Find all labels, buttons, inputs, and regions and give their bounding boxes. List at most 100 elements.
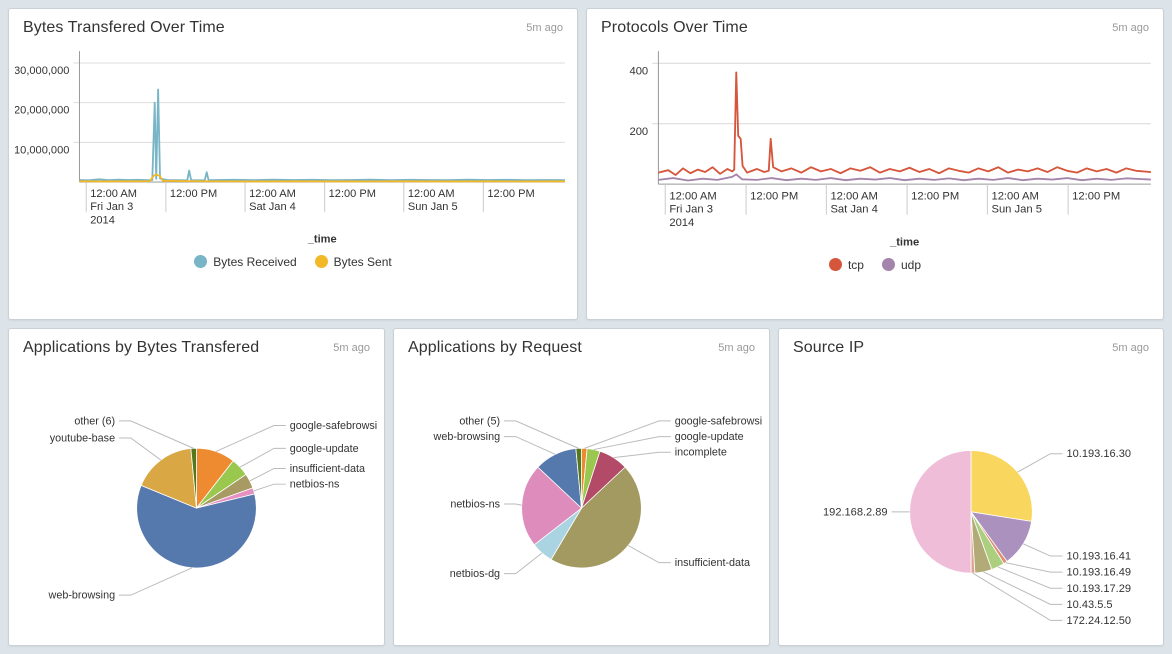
dashboard-row-top: Bytes Transfered Over Time 5m ago 10,000… <box>8 8 1164 320</box>
x-axis-title: _time <box>889 236 919 248</box>
pie-slice-label: incomplete <box>675 447 727 459</box>
pie-label-leader-line <box>972 572 1063 621</box>
x-axis-title: _time <box>307 233 337 245</box>
panel-header: Source IP 5m ago <box>779 329 1163 359</box>
panel-source-ip: Source IP 5m ago 10.193.16.30 10.193.16.4… <box>778 328 1164 646</box>
legend-swatch-icon <box>194 255 208 269</box>
pie-slice-label: 10.193.16.49 <box>1067 567 1132 579</box>
panel-header: Protocols Over Time 5m ago <box>587 9 1163 39</box>
applications-by-request-pie[interactable]: google-safebrowsing google-update incomple… <box>394 359 769 626</box>
legend-item-bytes-received[interactable]: Bytes Received <box>194 254 297 269</box>
legend-swatch-icon <box>314 255 328 269</box>
x-tick-label: 12:00 PM <box>170 188 217 200</box>
pie-chart-svg[interactable]: google-safebrowsing google-update insuffic… <box>15 359 378 626</box>
pie-slice-label: google-safebrowsing <box>290 420 378 432</box>
panel-header: Applications by Bytes Transfered 5m ago <box>9 329 384 359</box>
legend-item-udp[interactable]: udp <box>881 257 922 272</box>
panel-header: Bytes Transfered Over Time 5m ago <box>9 9 577 39</box>
legend-item-bytes-sent[interactable]: Bytes Sent <box>314 254 392 269</box>
pie-slice-label: insufficient-data <box>675 557 750 569</box>
line-chart-svg[interactable]: 10,000,000 20,000,000 30,000,000 12:00 AM Fr… <box>15 39 571 253</box>
series-line-udp[interactable] <box>658 173 1151 182</box>
pie-chart-svg[interactable]: 10.193.16.30 10.193.16.41 10.193.16.49 10.1… <box>785 359 1157 632</box>
pie-slice-other-6-[interactable] <box>190 447 197 509</box>
panel-title: Applications by Bytes Transfered <box>23 339 260 356</box>
y-tick-label: 10,000,000 <box>15 144 69 156</box>
pie-slice-label: web-browsing <box>48 590 116 602</box>
bytes-over-time-chart[interactable]: 10,000,000 20,000,000 30,000,000 12:00 AM Fr… <box>9 39 577 269</box>
pie-label-leader-line <box>239 447 286 468</box>
panel-protocols-over-time: Protocols Over Time 5m ago 200 400 12:00 A… <box>586 8 1164 320</box>
series-line-bytes-received[interactable] <box>79 88 565 182</box>
x-tick-label: Fri Jan 3 <box>90 201 133 213</box>
x-tick-label: 12:00 PM <box>329 188 376 200</box>
pie-label-leader-line <box>503 552 543 575</box>
legend-item-tcp[interactable]: tcp <box>828 257 864 272</box>
panel-title: Applications by Request <box>408 339 582 356</box>
dashboard-row-bottom: Applications by Bytes Transfered 5m ago … <box>8 328 1164 646</box>
x-tick-label: 12:00 AM <box>669 190 716 202</box>
panel-header: Applications by Request 5m ago <box>394 329 769 359</box>
y-tick-label: 200 <box>629 126 648 138</box>
pie-slice-label: web-browsing <box>433 431 501 443</box>
pie-slice-10.193.16.30[interactable] <box>970 450 1033 522</box>
panel-applications-by-bytes: Applications by Bytes Transfered 5m ago … <box>8 328 385 646</box>
pie-slice-youtube-base[interactable] <box>140 448 197 509</box>
pie-slice-label: 10.193.16.41 <box>1067 551 1132 563</box>
pie-slice-label: netbios-ns <box>290 479 340 491</box>
pie-slice-label: youtube-base <box>50 432 115 444</box>
y-tick-label: 20,000,000 <box>15 105 69 117</box>
pie-label-leader-line <box>503 420 579 449</box>
chart-legend: Bytes Received Bytes Sent <box>15 255 571 269</box>
pie-slice-label: other (6) <box>74 415 115 427</box>
panel-updated-ago: 5m ago <box>526 22 563 34</box>
pie-chart-svg[interactable]: google-safebrowsing google-update incomple… <box>400 359 763 626</box>
panel-updated-ago: 5m ago <box>718 342 755 354</box>
legend-label: Bytes Received <box>213 254 297 269</box>
pie-slice-web-browsing[interactable] <box>136 484 257 569</box>
legend-label: udp <box>900 257 922 272</box>
legend-label: tcp <box>847 257 864 272</box>
y-tick-label: 30,000,000 <box>15 65 69 77</box>
pie-label-leader-line <box>118 420 194 449</box>
protocols-over-time-chart[interactable]: 200 400 12:00 AM Fri Jan 3 2014 12:00 PM 12:00… <box>587 39 1163 272</box>
x-tick-label: Sat Jan 4 <box>830 204 877 216</box>
panel-updated-ago: 5m ago <box>1112 22 1149 34</box>
pie-slice-label: other (5) <box>459 415 500 427</box>
pie-label-leader-line <box>593 436 671 451</box>
pie-label-leader-line <box>215 425 286 452</box>
applications-by-bytes-pie[interactable]: google-safebrowsing google-update insuffic… <box>9 359 384 626</box>
x-tick-label: 12:00 PM <box>911 190 959 202</box>
pie-label-leader-line <box>983 571 1063 605</box>
pie-slice-label: google-update <box>290 443 359 455</box>
pie-slice-label: 10.193.17.29 <box>1067 583 1132 595</box>
source-ip-pie[interactable]: 10.193.16.30 10.193.16.41 10.193.16.49 10.1… <box>779 359 1163 632</box>
pie-label-leader-line <box>1017 453 1063 473</box>
x-tick-label: Sun Jan 5 <box>408 201 458 213</box>
pie-slice-insufficient-data[interactable] <box>550 466 642 569</box>
panel-updated-ago: 5m ago <box>333 342 370 354</box>
panel-title: Bytes Transfered Over Time <box>23 19 225 36</box>
pie-slice-192.168.2.89[interactable] <box>909 450 972 574</box>
pie-label-leader-line <box>503 503 522 506</box>
x-tick-label: 12:00 AM <box>249 188 296 200</box>
x-tick-label: 12:00 AM <box>991 190 1038 202</box>
pie-label-leader-line <box>627 545 671 564</box>
pie-slice-label: google-update <box>675 431 744 443</box>
panel-applications-by-request: Applications by Request 5m ago google-sa… <box>393 328 770 646</box>
x-tick-label: 12:00 PM <box>750 190 798 202</box>
pie-slice-other-5-[interactable] <box>575 447 582 509</box>
pie-slice-label: 192.168.2.89 <box>823 506 888 518</box>
panel-updated-ago: 5m ago <box>1112 342 1149 354</box>
series-line-tcp[interactable] <box>658 71 1151 176</box>
legend-swatch-icon <box>828 258 842 272</box>
pie-slice-label: google-safebrowsing <box>675 415 763 427</box>
x-tick-label: Fri Jan 3 <box>669 204 713 216</box>
pie-label-leader-line <box>997 566 1063 589</box>
pie-label-leader-line <box>118 437 162 461</box>
series-line-bytes-sent[interactable] <box>79 173 565 183</box>
pie-slice-label: 10.43.5.5 <box>1067 599 1113 611</box>
legend-label: Bytes Sent <box>333 254 392 269</box>
y-tick-label: 400 <box>629 66 648 78</box>
